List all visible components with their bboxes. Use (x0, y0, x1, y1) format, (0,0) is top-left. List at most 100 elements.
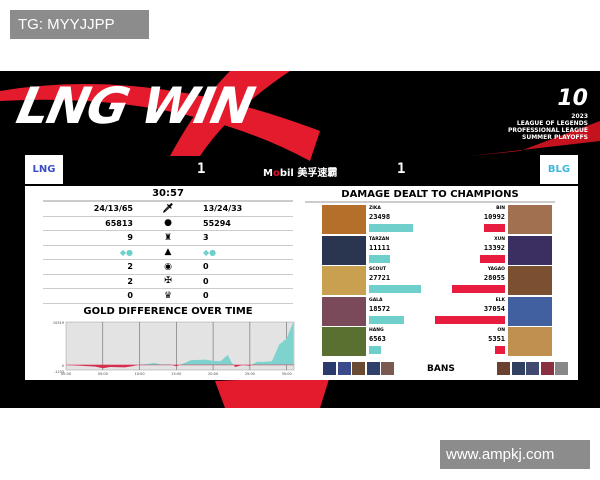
sword-icon: 🗡 (162, 203, 174, 214)
damage-value: 5351 (488, 335, 505, 343)
ban-champion-icon (381, 362, 394, 375)
event-line: PROFESSIONAL LEAGUE (507, 127, 588, 134)
watermark-left: TG: MYYJJPP (10, 10, 149, 39)
stat-right: ◆● (203, 247, 217, 257)
damage-bar (452, 285, 505, 293)
stat-right: 0 (203, 276, 209, 286)
herald-icon: ✠ (164, 276, 172, 287)
damage-bar (494, 346, 505, 354)
damage-bar (484, 224, 505, 232)
event-line: SUMMER PLAYOFFS (522, 134, 588, 141)
event-line: 2023 (571, 113, 588, 120)
banner-title: LNG WIN (11, 77, 258, 135)
stat-left: 0 (127, 291, 133, 301)
player-name: ZIKA (369, 206, 381, 211)
team-logo-left: LNG (25, 155, 63, 184)
damage-row: GALA 18572 ELK 37054 (322, 296, 552, 326)
damage-row: TARZAN 11111 XUN 13392 (322, 235, 552, 265)
s1: M (263, 168, 273, 179)
x-tick-label: 15:00 (171, 372, 181, 376)
damage-value: 23498 (369, 213, 391, 221)
y-tick-label: 10519 (53, 321, 64, 325)
player-name: XUN (494, 236, 505, 242)
s4: 美孚速霸 (297, 168, 338, 179)
damage-bar (479, 254, 505, 263)
damage-value: 11111 (369, 243, 391, 252)
s2: o (272, 168, 280, 179)
team-bar: LNG 1 Mobil 美孚速霸 1 BLG (25, 155, 578, 185)
x-tick-label: 10:00 (135, 372, 145, 376)
ban-champion-icon (555, 362, 568, 375)
stat-right: 3 (203, 233, 209, 243)
red-swoosh (0, 71, 600, 408)
stat-row: 9 ♜ 3 (43, 231, 293, 246)
player-name: ON (497, 328, 505, 333)
dragon-icon: ▲ (164, 247, 172, 258)
player-name: HANG (369, 328, 384, 333)
team-logo-right: BLG (540, 155, 578, 184)
ban-champion-icon (337, 362, 351, 375)
gold-icon: ● (164, 218, 172, 229)
damage-row: ZIKA 23498 BIN 10992 (322, 205, 552, 234)
score-left: 1 (197, 161, 206, 177)
gold-area-negative (66, 364, 252, 369)
stat-left: 2 (127, 262, 133, 272)
bans-label: BANS (427, 364, 455, 374)
ban-champion-icon (526, 362, 539, 375)
damage-row: SCOUT 27721 YAGAO 28055 (322, 266, 552, 295)
player-name: BIN (496, 206, 505, 211)
stat-left: 65813 (105, 218, 133, 228)
damage-value: 37054 (483, 304, 505, 313)
x-tick-label: 20:00 (208, 372, 218, 376)
gold-chart-title: GOLD DIFFERENCE OVER TIME (83, 306, 253, 317)
damage-bar (435, 315, 505, 324)
tower-icon: ♜ (163, 232, 173, 243)
damage-title: DAMAGE DEALT TO CHAMPIONS (305, 189, 555, 203)
y-tick-label: -1233 (54, 370, 64, 374)
stat-left: ◆● (119, 247, 133, 257)
event-logo: 10 2023 LEAGUE OF LEGENDS PROFESSIONAL L… (507, 86, 588, 142)
sponsor-logo: Mobil 美孚速霸 (263, 164, 337, 179)
champion-portrait (508, 205, 552, 234)
broadcast-overlay: LNG WIN 10 2023 LEAGUE OF LEGENDS PROFES… (0, 71, 600, 408)
team-stats: 30:57 24/13/65 🗡 13/24/33 65813 ● 55294 9 ♜ 3 ◆● ▲… (43, 188, 293, 304)
player-name: YAGAO (487, 267, 505, 272)
stat-left: 24/13/65 (93, 204, 133, 214)
champion-portrait (508, 327, 552, 356)
s3: bil (279, 168, 294, 179)
damage-value: 6563 (369, 335, 386, 343)
inhibitor-icon: ♛ (163, 290, 173, 301)
ban-champion-icon (511, 362, 525, 375)
damage-value: 10992 (483, 213, 505, 221)
ban-champion-icon (540, 362, 554, 375)
stat-row: 65813 ● 55294 (43, 217, 293, 231)
ban-champion-icon (323, 362, 336, 375)
champion-portrait (322, 205, 366, 234)
ban-champion-icon (352, 362, 365, 375)
stat-row: 2 ◉ 0 (43, 260, 293, 275)
champion-portrait (508, 296, 552, 326)
stat-right: 0 (203, 262, 209, 272)
damage-bar (369, 285, 422, 293)
damage-value: 18572 (369, 304, 391, 313)
stat-left: 2 (127, 276, 133, 286)
score-right: 1 (397, 161, 406, 177)
stat-left: 9 (127, 233, 133, 243)
ban-champion-icon (366, 362, 380, 375)
stat-right: 13/24/33 (203, 204, 243, 214)
damage-value: 28055 (483, 274, 505, 282)
player-name: TARZAN (369, 236, 390, 242)
event-line: LEAGUE OF LEGENDS (516, 120, 588, 127)
ban-champion-icon (497, 362, 510, 375)
stat-row: ◆● ▲ ◆● (43, 246, 293, 260)
event-logo-mark: 10 (557, 86, 588, 111)
player-name: SCOUT (369, 267, 387, 272)
player-name: GALA (369, 297, 383, 303)
damage-bar (369, 224, 414, 232)
damage-bar (369, 315, 405, 324)
champion-portrait (322, 235, 366, 265)
x-tick-label: 00:00 (61, 372, 71, 376)
champion-portrait (508, 235, 552, 265)
x-tick-label: 30:00 (282, 372, 292, 376)
damage-bar (369, 254, 390, 263)
